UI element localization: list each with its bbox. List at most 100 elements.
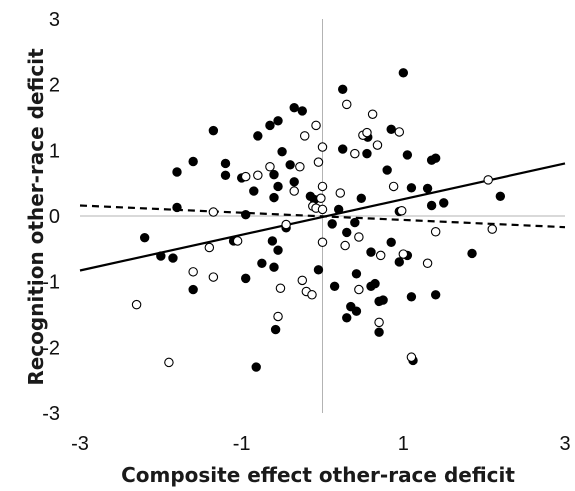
data-point-open (430, 227, 441, 237)
data-point-filled (241, 273, 251, 284)
data-point-filled (382, 165, 392, 175)
data-point-open (281, 219, 291, 230)
data-point-filled (289, 102, 299, 113)
data-point-open (208, 207, 219, 217)
data-point-filled (269, 192, 279, 203)
data-point-filled (406, 292, 417, 302)
data-point-filled (313, 265, 324, 275)
data-point-open (299, 131, 310, 141)
data-point-filled (251, 362, 261, 372)
data-point-open (354, 284, 364, 295)
data-point-open (232, 236, 243, 246)
data-point-filled (386, 124, 396, 135)
data-point-filled (406, 183, 417, 193)
data-point-open (340, 240, 350, 251)
data-point-open (483, 175, 493, 185)
data-point-open (253, 170, 263, 181)
data-point-filled (422, 183, 433, 194)
data-point-filled (467, 248, 477, 259)
data-point-filled (350, 217, 360, 228)
x-tick-label: -1 (233, 433, 251, 455)
data-point-filled (426, 155, 437, 165)
data-point-filled (168, 253, 178, 263)
data-point-open (164, 357, 174, 368)
data-point-open (131, 299, 142, 310)
data-point-open (188, 267, 198, 277)
data-point-open (398, 249, 409, 259)
data-point-open (275, 283, 286, 293)
data-point-open (317, 142, 328, 152)
data-point-filled (329, 281, 340, 291)
data-point-filled (253, 131, 263, 141)
data-point-filled (273, 245, 283, 255)
data-point-open (362, 127, 372, 138)
data-point-open (375, 250, 386, 261)
data-point-open (273, 311, 283, 322)
data-point-filled (273, 181, 283, 192)
data-point-open (350, 148, 360, 159)
data-point-open (307, 290, 317, 300)
data-point-filled (172, 202, 182, 213)
data-point-open (394, 127, 405, 137)
data-point-open (311, 120, 321, 131)
y-axis-title: Recognition other-race deficit (24, 48, 48, 386)
data-point-open (289, 186, 299, 196)
data-point-filled (374, 296, 384, 307)
data-point-filled (188, 156, 198, 167)
data-point-filled (356, 193, 366, 203)
y-tick-label: -1 (42, 272, 60, 294)
data-point-filled (188, 284, 198, 295)
data-point-filled (257, 258, 267, 268)
data-point-open (335, 188, 346, 198)
y-tick-label: -2 (42, 337, 60, 359)
x-tick-label: -3 (71, 433, 89, 455)
data-point-filled (139, 232, 150, 243)
data-point-filled (439, 198, 449, 208)
data-point-open (297, 275, 308, 286)
data-point-filled (366, 281, 376, 291)
data-point-filled (374, 327, 384, 337)
data-point-open (487, 224, 497, 234)
data-points (131, 68, 506, 372)
x-tick-label: 1 (398, 433, 409, 455)
data-point-filled (277, 146, 287, 157)
data-point-open (354, 232, 364, 242)
data-point-open (295, 162, 305, 172)
data-point-filled (269, 262, 279, 272)
data-point-open (240, 171, 251, 182)
data-point-open (204, 242, 215, 253)
y-tick-label: 1 (49, 140, 60, 162)
data-point-open (341, 99, 352, 110)
data-point-filled (495, 191, 506, 202)
data-point-filled (156, 251, 166, 261)
tick-labels: -3 -1 1 3 3 2 1 0 -1 -2 -3 (42, 9, 570, 455)
data-point-filled (297, 106, 307, 116)
data-point-open (316, 193, 326, 204)
data-point-filled (270, 324, 281, 335)
data-point-filled (220, 158, 231, 169)
x-tick-label: 3 (559, 433, 570, 455)
y-tick-label: -3 (42, 403, 60, 425)
data-point-filled (220, 170, 231, 180)
x-axis-title: Composite effect other-race deficit (121, 463, 515, 487)
trendline-dashed (79, 204, 566, 229)
data-point-filled (386, 237, 396, 247)
data-point-filled (327, 219, 337, 229)
data-point-open (374, 317, 384, 328)
data-point-open (367, 109, 378, 119)
data-point-filled (394, 257, 404, 267)
data-point-open (265, 162, 275, 172)
data-point-filled (402, 150, 413, 160)
data-point-open (396, 205, 407, 216)
data-point-filled (265, 120, 275, 131)
data-point-filled (172, 167, 182, 177)
data-point-filled (241, 209, 251, 220)
data-point-filled (338, 84, 348, 94)
data-point-filled (333, 204, 344, 215)
data-point-open (317, 237, 328, 248)
data-point-filled (249, 186, 259, 196)
data-point-open (406, 352, 417, 362)
data-point-filled (366, 247, 376, 257)
